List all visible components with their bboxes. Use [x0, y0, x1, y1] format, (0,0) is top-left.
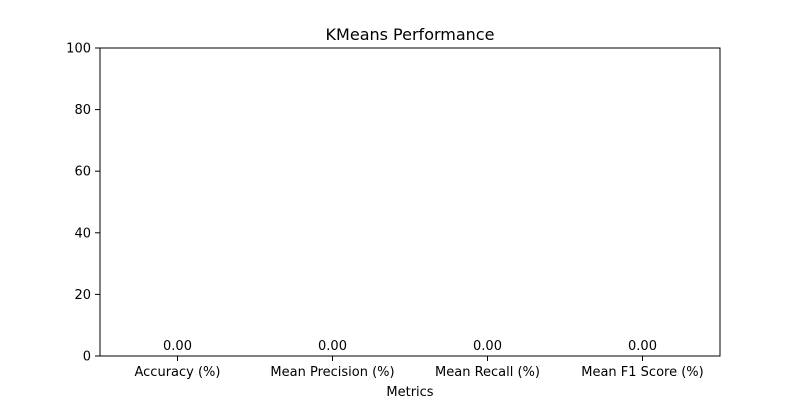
bar-value-label: 0.00	[163, 339, 192, 354]
y-tick-label: 100	[66, 42, 91, 57]
y-tick-label: 60	[74, 165, 91, 180]
bar-series: 0.00 0.00 0.00 0.00	[163, 339, 657, 354]
x-tick-label: Mean Recall (%)	[435, 365, 540, 380]
x-tick-label: Mean F1 Score (%)	[581, 365, 703, 380]
y-tick-label: 0	[83, 350, 91, 365]
x-axis-label: Metrics	[386, 385, 433, 400]
axis-ticks: 0 20 40 60 80 100 Accuracy (%) Mean Precision (…	[66, 42, 704, 381]
x-tick-label: Mean Precision (%)	[270, 365, 394, 380]
bar-value-label: 0.00	[628, 339, 657, 354]
y-tick-label: 20	[74, 288, 91, 303]
bar-value-label: 0.00	[318, 339, 347, 354]
y-tick-label: 40	[74, 226, 91, 241]
plot-frame	[99, 47, 721, 357]
bar-value-label: 0.00	[473, 339, 502, 354]
chart-title: KMeans Performance	[326, 25, 495, 44]
y-tick-label: 80	[74, 103, 91, 118]
x-tick-label: Accuracy (%)	[135, 365, 221, 380]
